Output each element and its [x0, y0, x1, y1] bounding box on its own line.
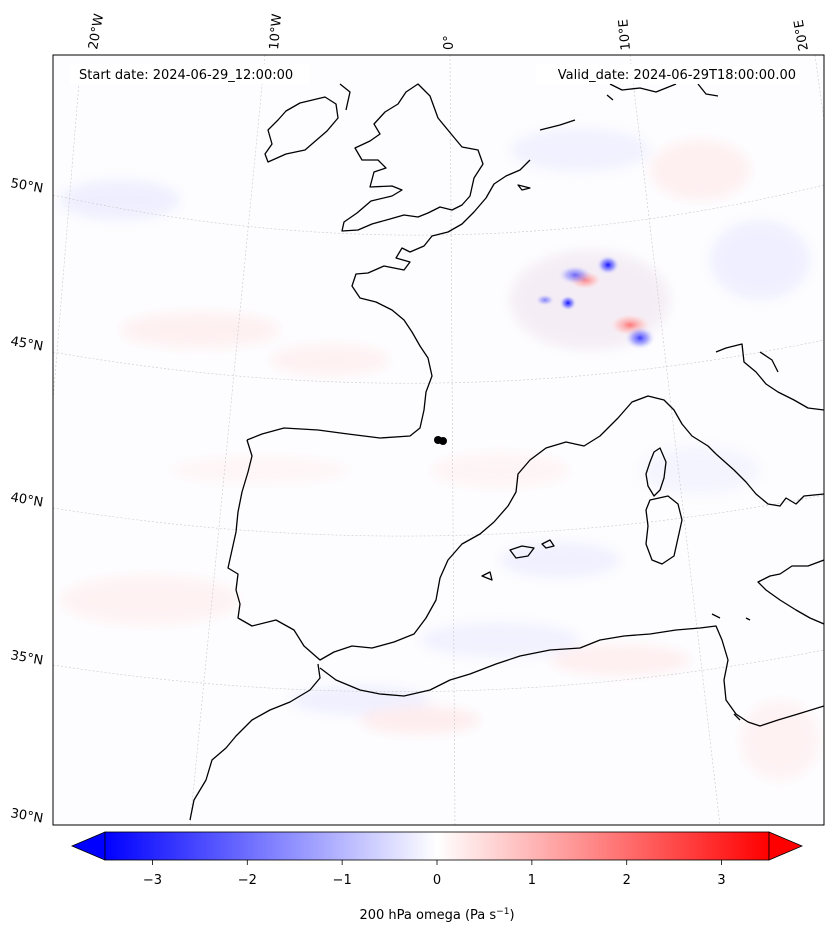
colorbar-tick-label: −2: [238, 873, 257, 888]
colorbar-tick-label: 3: [717, 873, 725, 888]
convective-features: [510, 250, 670, 350]
lon-label-10e: 10°E: [616, 19, 634, 51]
lon-label-20e: 20°E: [792, 19, 812, 52]
lon-label-20w: 20°W: [86, 13, 107, 51]
graticule: [53, 55, 824, 825]
colorbar-tick-label: 2: [623, 873, 631, 888]
colorbar-ticks: −3 −2 −1 0 1 2 3: [143, 860, 726, 888]
valid-date-label: Valid_date: 2024-06-29T18:00:00.00: [558, 68, 796, 83]
colorbar-tick-label: −1: [333, 873, 352, 888]
map-area: Start date: 2024-06-29_12:00:00 Valid_da…: [53, 55, 824, 825]
colorbar-tick-label: −3: [143, 873, 162, 888]
omega-field: [60, 128, 820, 780]
location-marker: [434, 436, 447, 445]
start-date-label: Start date: 2024-06-29_12:00:00: [79, 68, 293, 83]
colorbar: −3 −2 −1 0 1 2 3 200 hPa omega (Pa s−1): [70, 831, 804, 923]
lat-label-50n: 50°N: [9, 176, 44, 196]
colorbar-label: 200 hPa omega (Pa s−1): [359, 907, 514, 923]
colorbar-tick-label: 0: [433, 873, 441, 888]
lat-label-35n: 35°N: [9, 648, 44, 668]
lon-label-0: 0°: [442, 35, 457, 50]
coastlines: [189, 83, 824, 821]
lat-label-45n: 45°N: [9, 334, 44, 354]
longitude-labels: 20°W 10°W 0° 10°E 20°E: [86, 13, 812, 52]
lat-label-40n: 40°N: [9, 490, 44, 510]
colorbar-max-extend: [768, 831, 804, 861]
colorbar-scale: [104, 831, 770, 861]
lat-label-30n: 30°N: [9, 806, 44, 826]
latitude-labels: 50°N 45°N 40°N 35°N 30°N: [9, 176, 44, 826]
colorbar-min-extend: [70, 831, 106, 861]
lon-label-10w: 10°W: [267, 13, 285, 50]
colorbar-tick-label: 1: [528, 873, 536, 888]
map-frame: [52, 54, 825, 826]
